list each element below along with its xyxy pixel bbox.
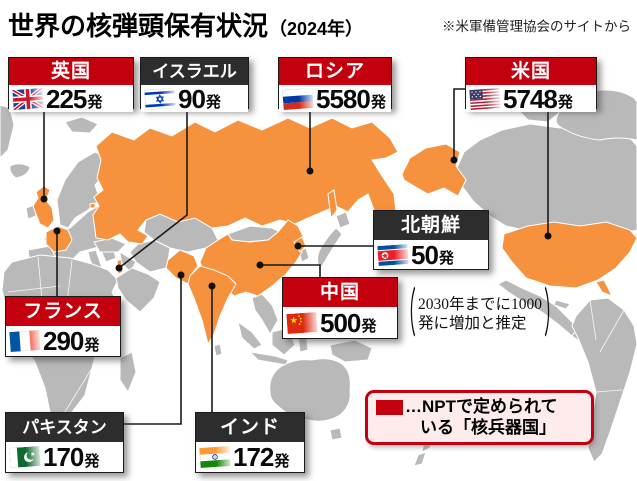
marker-north-korea: [294, 242, 302, 250]
map-region-greenland-sliver: [0, 104, 15, 159]
map-region-indochina: [251, 293, 279, 336]
map-region-russia: [92, 117, 399, 245]
map-region-canada: [455, 121, 637, 235]
usa-name: 米国: [466, 58, 596, 85]
israel-unit: 発: [205, 94, 221, 111]
marker-china: [256, 261, 264, 269]
pakistan-name: パキスタン: [6, 413, 123, 442]
israel-name: イスラエル: [141, 58, 248, 85]
callout-israel: イスラエル 90 発: [140, 57, 249, 114]
marker-france: [53, 227, 61, 235]
map-region-alaska: [401, 143, 467, 197]
china-note-close-paren: ）: [544, 284, 562, 344]
uk-flag-icon: [12, 87, 44, 110]
usa-unit: 発: [557, 94, 573, 111]
india-unit: 発: [274, 452, 290, 470]
usa-flag-icon: [469, 87, 501, 110]
india-name: インド: [196, 413, 304, 442]
india-count: 172: [233, 442, 274, 472]
map-region-south-america: [571, 297, 637, 463]
israel-flag-icon: [144, 87, 176, 110]
china-flag-icon: [286, 311, 318, 334]
marker-usa-mainland: [544, 232, 552, 240]
france-name: フランス: [6, 297, 120, 326]
callout-usa: 米国 5748 発: [465, 57, 597, 114]
china-name: 中国: [283, 278, 397, 307]
legend-line2: いる「核兵器国」: [420, 417, 556, 437]
israel-count: 90: [178, 83, 206, 114]
pakistan-flag-icon: [9, 445, 41, 469]
source-note: ※米軍備管理協会のサイトから: [442, 19, 631, 34]
marker-india: [208, 282, 216, 290]
china-note-line2: 発に増加と推定: [418, 315, 527, 333]
uk-unit: 発: [87, 94, 103, 111]
russia-flag-icon: [282, 87, 314, 110]
map-region-cuba: [553, 299, 571, 310]
callout-russia: ロシア 5580 発: [278, 57, 392, 114]
india-flag-icon: [199, 445, 231, 469]
callout-uk: 英国 225 発: [8, 57, 134, 114]
map-region-usa: [501, 221, 637, 289]
connector-china: [260, 264, 321, 278]
france-count: 290: [43, 326, 84, 356]
map-region-hokkaido: [335, 211, 351, 229]
title-year: （2024年）: [269, 19, 364, 39]
china-count: 500: [320, 307, 361, 338]
usa-count: 5748: [503, 83, 558, 114]
uk-name: 英国: [9, 58, 133, 85]
legend-npt: …NPTで定められて いる「核兵器国」: [365, 390, 594, 445]
china-note-open-paren: （: [399, 284, 416, 344]
north-korea-unit: 発: [438, 250, 454, 267]
map-region-france: [45, 225, 73, 253]
china-unit: 発: [361, 318, 377, 335]
map-region-arabia: [115, 267, 161, 313]
connector-pakistan: [124, 275, 182, 425]
pakistan-unit: 発: [84, 452, 100, 470]
callout-north-korea: 北朝鮮 50 発: [373, 210, 489, 270]
map-region-svalbard: [64, 116, 99, 134]
north-korea-name: 北朝鮮: [374, 211, 488, 240]
map-region-sri-lanka: [213, 343, 223, 357]
callout-pakistan: パキスタン 170 発: [5, 412, 124, 473]
map-region-iceland: [9, 163, 31, 179]
map-region-tasmania: [329, 427, 343, 441]
marker-israel: [115, 264, 123, 272]
marker-pakistan: [177, 271, 185, 279]
russia-unit: 発: [370, 94, 386, 111]
callout-china: 中国 500 発: [282, 277, 398, 339]
marker-uk: [40, 195, 48, 203]
pakistan-count: 170: [43, 442, 84, 472]
russia-name: ロシア: [279, 58, 391, 85]
china-note: （ 2030年までに1000 発に増加と推定 ）: [399, 288, 561, 341]
map-region-uk: [32, 185, 55, 229]
map-region-java: [248, 351, 289, 366]
map-borders-south-america: [589, 299, 625, 393]
map-region-japan: [316, 227, 343, 269]
page-title: 世界の核弾頭保有状況 （2024年）: [8, 6, 363, 43]
map-region-kaliningrad: [89, 202, 96, 209]
france-unit: 発: [84, 336, 100, 354]
map-region-new-guinea: [329, 339, 373, 363]
connector-usa-alaska: [453, 88, 465, 160]
marker-usa-alaska: [450, 156, 458, 164]
map-region-sumatra: [237, 320, 263, 350]
callout-france: フランス 290 発: [5, 296, 121, 357]
callout-india: インド 172 発: [195, 412, 305, 473]
connector-israel: [118, 109, 188, 269]
map-borders-africa: [7, 256, 96, 421]
north-korea-count: 50: [411, 239, 439, 270]
marker-russia: [306, 167, 314, 175]
russia-count: 5580: [316, 83, 371, 114]
uk-count: 225: [46, 83, 87, 114]
north-korea-flag-icon: [377, 243, 409, 266]
legend-red-swatch-icon: [376, 399, 403, 415]
map-region-madagascar: [119, 351, 137, 394]
france-flag-icon: [9, 329, 41, 353]
china-note-line1: 2030年までに1000: [418, 296, 543, 313]
map-region-florida: [595, 279, 614, 297]
legend-line1: …NPTで定められて: [405, 397, 558, 417]
title-main: 世界の核弾頭保有状況: [8, 11, 269, 41]
map-region-sakhalin: [327, 189, 338, 220]
